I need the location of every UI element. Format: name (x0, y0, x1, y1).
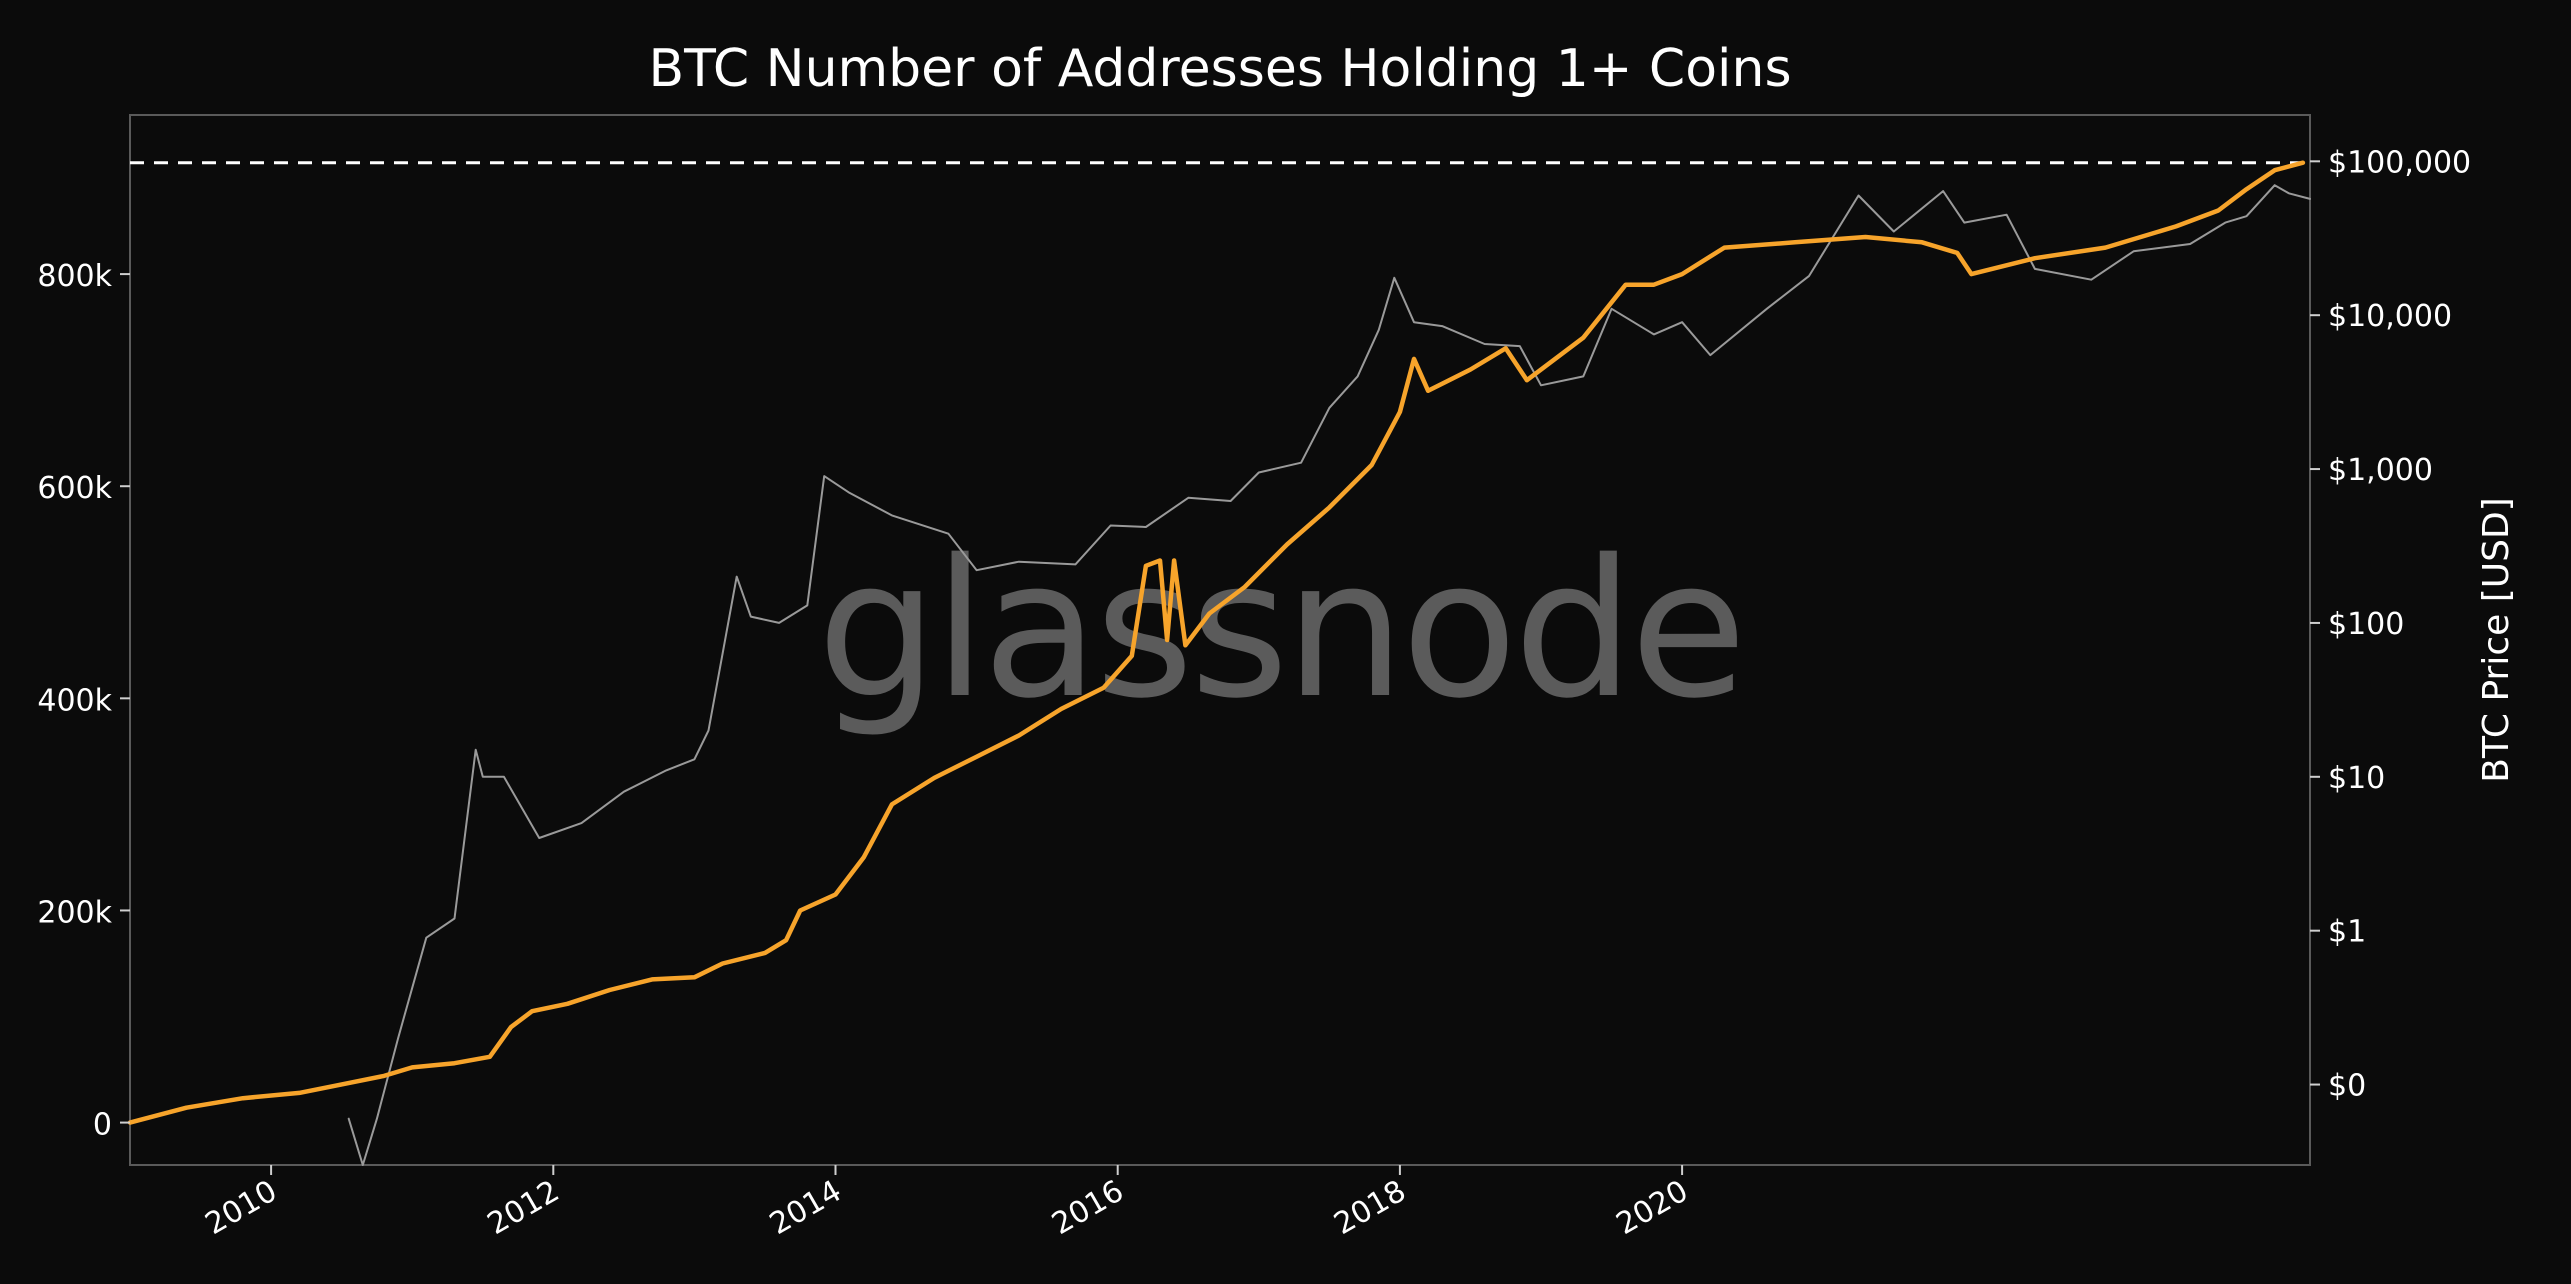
right-tick-label: $10,000 (2328, 299, 2452, 334)
addresses-series-line (127, 160, 2306, 1125)
left-tick-label: 0 (93, 1108, 112, 1143)
right-tick-label: $1 (2328, 915, 2366, 950)
right-tick-label: $100 (2328, 607, 2404, 642)
right-axis-label: BTC Price [USD] (2476, 497, 2517, 782)
right-tick-label: $10 (2328, 761, 2385, 796)
left-tick-label: 200k (37, 895, 112, 930)
price-series-line (347, 184, 2311, 1166)
left-tick-label: 400k (37, 683, 112, 718)
right-tick-label: $0 (2328, 1069, 2366, 1104)
right-tick-label: $1,000 (2328, 453, 2433, 488)
left-tick-label: 800k (37, 259, 112, 294)
left-tick-label: 600k (37, 471, 112, 506)
right-tick-label: $100,000 (2328, 145, 2471, 180)
watermark-logo: glassnode (817, 519, 1743, 740)
plot-frame (129, 114, 2311, 1166)
chart-title: BTC Number of Addresses Holding 1+ Coins (648, 39, 1791, 99)
